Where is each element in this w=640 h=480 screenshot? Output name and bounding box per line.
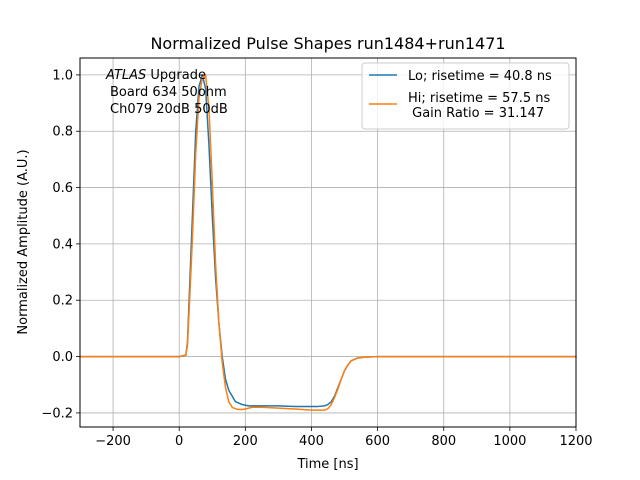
y-tick-label: 0.4 <box>52 237 73 252</box>
y-tick-label: 0.8 <box>52 125 73 140</box>
y-tick-label: 0.6 <box>52 181 73 196</box>
x-tick-label: 600 <box>365 434 390 449</box>
plot-frame <box>79 57 577 428</box>
annotation-atlas: ATLAS <box>105 68 146 83</box>
x-tick-label: 800 <box>431 434 456 449</box>
legend-box <box>361 62 570 130</box>
legend-label-hi: Hi; risetime = 57.5 ns Gain Ratio = 31.1… <box>408 91 554 121</box>
x-tick-label: 400 <box>299 434 324 449</box>
x-tick-label: 1000 <box>493 434 526 449</box>
y-tick-label: −0.2 <box>41 406 73 421</box>
legend-label-lo: Lo; risetime = 40.8 ns <box>408 69 552 84</box>
atlas-annotation: ATLAS Upgrade Board 634 50ohm Ch079 20dB… <box>105 68 228 117</box>
y-tick-label: 0.0 <box>52 350 73 365</box>
annotation-line-3: Ch079 20dB 50dB <box>110 102 228 117</box>
legend-label-hi-line-1: Hi; risetime = 57.5 ns <box>408 91 550 106</box>
x-tick-label: 1200 <box>559 434 592 449</box>
annotation-upgrade: Upgrade <box>146 68 206 83</box>
legend-label-hi-line-2: Gain Ratio = 31.147 <box>408 106 544 121</box>
x-axis-title: Time [ns] <box>296 457 358 472</box>
ticks: −200 0 200 400 600 800 1000 1200 −0.2 0.0 0.2 0.4 0.… <box>41 68 592 449</box>
annotation-line-2: Board 634 50ohm <box>110 85 227 100</box>
x-tick-label: −200 <box>95 434 131 449</box>
y-axis-title: Normalized Amplitude (A.U.) <box>16 149 31 334</box>
y-tick-label: 0.2 <box>52 294 73 309</box>
chart-title: Normalized Pulse Shapes run1484+run1471 <box>150 34 505 53</box>
annotation-line-1: ATLAS Upgrade <box>105 68 206 83</box>
x-tick-label: 200 <box>233 434 258 449</box>
series-line-hi <box>79 74 577 411</box>
series-layer <box>79 74 577 411</box>
legend: Lo; risetime = 40.8 ns Hi; risetime = 57… <box>361 62 570 130</box>
y-tick-label: 1.0 <box>52 68 73 83</box>
x-tick-label: 0 <box>175 434 183 449</box>
